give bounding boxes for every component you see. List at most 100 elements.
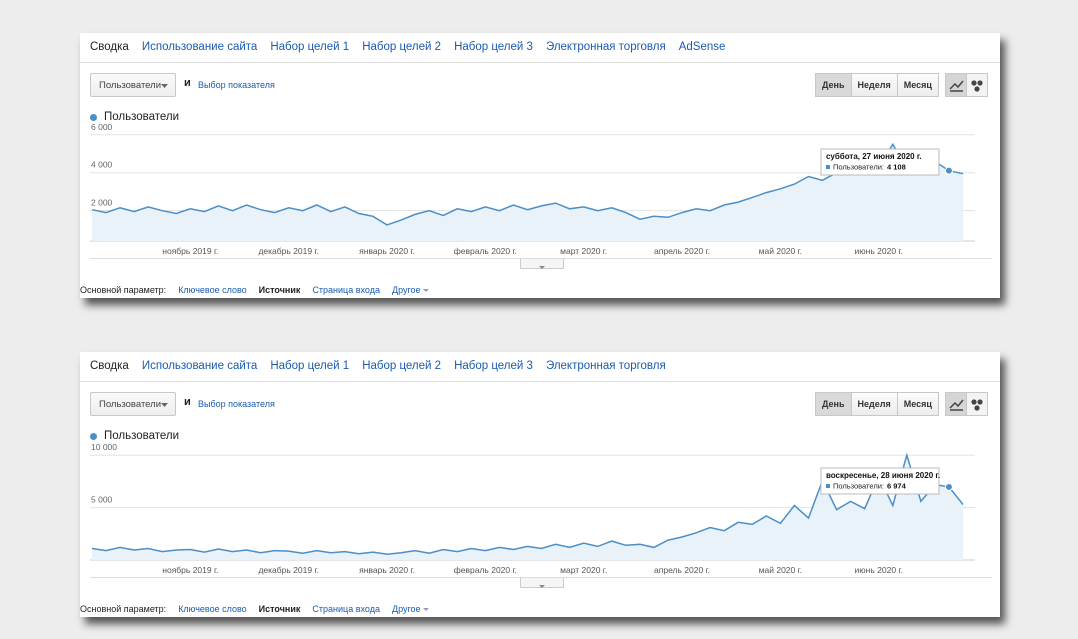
- x-tick-label: декабрь 2019 г.: [258, 565, 318, 575]
- tab[interactable]: Электронная торговля: [545, 360, 666, 372]
- tab-bar: Сводка Использование сайта Набор целей 1 На…: [90, 41, 725, 53]
- x-tick-label: май 2020 г.: [759, 565, 802, 575]
- icon-line: [949, 80, 964, 92]
- arrow: [422, 289, 429, 292]
- tab-bar: Сводка Использование сайта Набор целей 1 На…: [90, 360, 666, 372]
- icon: [949, 399, 964, 411]
- chart-type-buttons: [945, 73, 988, 97]
- series-area: [92, 455, 963, 560]
- tooltip-box: [820, 148, 940, 176]
- and-text: и: [184, 77, 191, 89]
- x-tick-label: январь 2020 г.: [359, 246, 415, 256]
- icon-dot: [974, 86, 980, 92]
- tooltip-box: [820, 467, 940, 495]
- y-tick-label: 6 000: [91, 122, 113, 132]
- metric-select[interactable]: Пользователи: [90, 73, 176, 97]
- period-button[interactable]: Месяц: [896, 392, 939, 416]
- tab[interactable]: Набор целей 2: [362, 360, 442, 372]
- period-button[interactable]: Неделя: [850, 392, 898, 416]
- legend-dot: [90, 432, 97, 440]
- tab[interactable]: Набор целей 3: [454, 41, 533, 53]
- x-tick-label: июнь 2020 г.: [855, 246, 903, 256]
- tab[interactable]: Набор целей 1: [270, 41, 350, 53]
- chart-type-button[interactable]: [945, 392, 967, 416]
- legend: Пользователи: [90, 430, 179, 442]
- series-line: [91, 452, 964, 555]
- icon-dot: [971, 399, 977, 405]
- dimension-bar: Основной параметр: Ключевое слово Источник…: [80, 604, 429, 614]
- chart-type-buttons: [945, 392, 988, 416]
- divider: [80, 381, 1000, 382]
- choose-metric[interactable]: Выбор показателя: [198, 80, 275, 90]
- panel: Сводка Использование сайта Набор целей 1 На…: [80, 33, 1000, 298]
- x-tick-label: ноябрь 2019 г.: [162, 246, 218, 256]
- period-buttons: День Неделя Месяц: [815, 73, 939, 97]
- tooltip-swatch: [825, 165, 830, 169]
- arrow: [161, 84, 168, 88]
- tab[interactable]: Электронная торговля: [545, 41, 666, 53]
- dimension-option[interactable]: Источник: [258, 285, 301, 295]
- tab[interactable]: AdSense: [678, 41, 726, 53]
- highlight-point: [944, 482, 953, 491]
- arrow: [539, 266, 545, 269]
- period-button[interactable]: День: [815, 392, 852, 416]
- chart-type-button[interactable]: [966, 73, 988, 97]
- period-button[interactable]: Месяц: [896, 73, 939, 97]
- tab[interactable]: Набор целей 3: [454, 360, 533, 372]
- tab[interactable]: Набор целей 1: [270, 360, 350, 372]
- tab[interactable]: Использование сайта: [141, 41, 258, 53]
- x-tick-label: декабрь 2019 г.: [258, 246, 318, 256]
- x-tick-label: январь 2020 г.: [359, 565, 415, 575]
- dimension-option[interactable]: Другое: [391, 285, 421, 295]
- period-button[interactable]: Неделя: [850, 73, 898, 97]
- chart: 5 000 10 000 ноябрь 2019 г. декабрь 2019 г.…: [90, 442, 975, 575]
- x-tick-label: март 2020 г.: [560, 246, 607, 256]
- metric-select[interactable]: Пользователи: [90, 392, 176, 416]
- x-tick-label: май 2020 г.: [759, 246, 802, 256]
- arrow: [161, 403, 168, 407]
- arrow: [422, 608, 429, 611]
- icon-line: [949, 399, 964, 411]
- y-tick-label: 2 000: [91, 198, 113, 208]
- icon-dot: [974, 405, 980, 411]
- period-button[interactable]: День: [815, 73, 852, 97]
- choose-metric[interactable]: Выбор показателя: [198, 399, 275, 409]
- dimension-option[interactable]: Страница входа: [312, 285, 380, 295]
- tooltip-value: 6 974: [887, 482, 907, 491]
- chart-type-button[interactable]: [945, 73, 967, 97]
- collapse-toggle[interactable]: [520, 259, 564, 269]
- dropdown-arrow: [161, 403, 168, 407]
- dimension-option[interactable]: Страница входа: [312, 604, 380, 614]
- toggle-arrow: [539, 266, 545, 269]
- collapse-toggle[interactable]: [520, 578, 564, 588]
- dimension-option[interactable]: Источник: [258, 604, 301, 614]
- chart-type-button[interactable]: [966, 392, 988, 416]
- highlight-point: [944, 166, 953, 175]
- dimension-label: Основной параметр:: [80, 604, 167, 614]
- tooltip-series: Пользователи:: [833, 482, 884, 491]
- dimension-option[interactable]: Ключевое слово: [178, 285, 247, 295]
- icon: [971, 80, 983, 92]
- tab[interactable]: Сводка: [90, 41, 129, 53]
- legend-label: Пользователи: [104, 111, 180, 123]
- icon: [971, 399, 983, 411]
- x-tick-label: март 2020 г.: [560, 565, 607, 575]
- tab[interactable]: Набор целей 2: [362, 41, 442, 53]
- tab[interactable]: Сводка: [90, 360, 129, 372]
- dropdown-arrow: [422, 608, 429, 611]
- tooltip-title: воскресенье, 28 июня 2020 г.: [826, 471, 940, 480]
- dimension-option[interactable]: Другое: [391, 604, 421, 614]
- icon: [949, 80, 964, 92]
- tooltip-value: 4 108: [887, 163, 906, 172]
- icon-dot: [977, 399, 983, 405]
- y-tick-label: 4 000: [91, 160, 113, 170]
- dropdown-arrow: [422, 289, 429, 292]
- dimension-option[interactable]: Ключевое слово: [178, 604, 247, 614]
- x-tick-label: февраль 2020 г.: [454, 565, 517, 575]
- tooltip-series: Пользователи:: [833, 163, 884, 172]
- y-tick-label: 10 000: [91, 442, 117, 452]
- and-text: и: [184, 396, 191, 408]
- x-tick-label: апрель 2020 г.: [654, 565, 710, 575]
- tab[interactable]: Использование сайта: [141, 360, 258, 372]
- divider: [80, 62, 1000, 63]
